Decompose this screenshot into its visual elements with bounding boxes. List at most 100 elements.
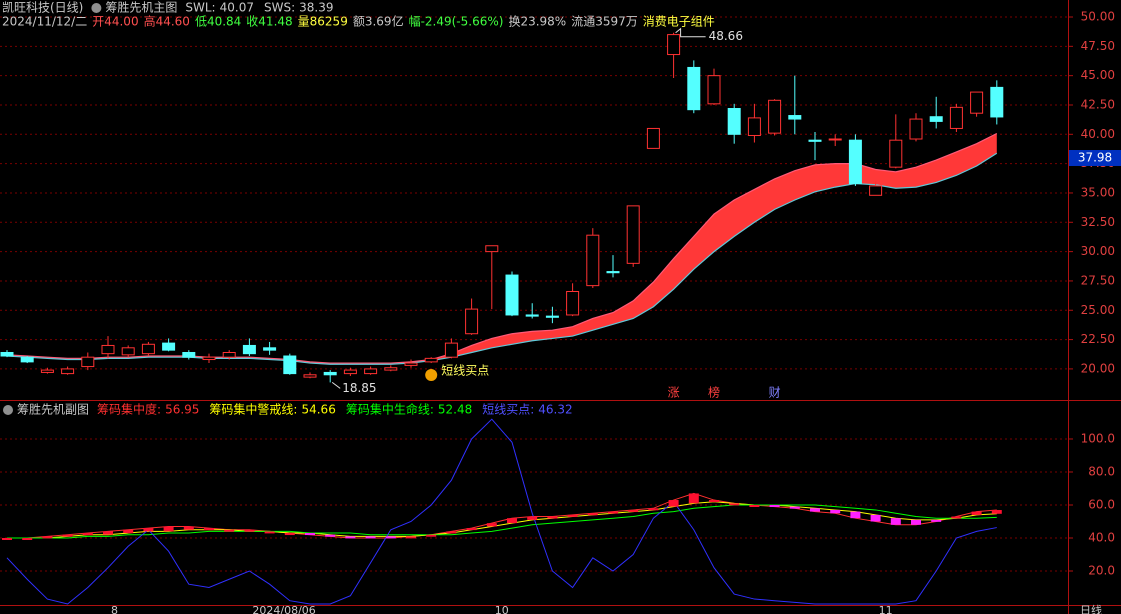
bar bbox=[668, 500, 679, 507]
y-tick-label: 22.50 bbox=[1081, 332, 1115, 346]
y-tick-label: 100.0 bbox=[1081, 431, 1115, 445]
legend-value: 56.95 bbox=[165, 403, 199, 417]
candle-body bbox=[141, 343, 155, 355]
info-item: 换23.98% bbox=[508, 15, 566, 29]
y-tick-label: 40.00 bbox=[1081, 127, 1115, 141]
chart-title: 筹胜先机副图 bbox=[17, 402, 89, 417]
info-item: 低40.84 bbox=[195, 15, 241, 29]
bar bbox=[284, 533, 295, 536]
candle-body bbox=[283, 355, 297, 375]
bar bbox=[769, 504, 780, 507]
bar bbox=[890, 518, 901, 525]
bar bbox=[204, 528, 214, 531]
menu-icon bbox=[91, 3, 102, 13]
legend-value: 52.48 bbox=[438, 403, 472, 417]
y-tick-label: 32.50 bbox=[1081, 215, 1115, 229]
info-item: 幅-2.49(-5.66%) bbox=[409, 14, 504, 29]
candle-body bbox=[121, 347, 135, 356]
info-item: 额3.69亿 bbox=[353, 14, 404, 29]
y-tick-label: 20.0 bbox=[1088, 564, 1115, 578]
bar bbox=[850, 511, 861, 519]
candle-body bbox=[949, 106, 963, 129]
price-tag bbox=[1069, 150, 1121, 167]
y-tick-label: 47.50 bbox=[1081, 39, 1115, 53]
bar bbox=[325, 534, 336, 537]
bar bbox=[82, 533, 93, 536]
bar bbox=[870, 514, 881, 522]
info-item: 消费电子组件 bbox=[643, 15, 715, 29]
bar bbox=[628, 509, 639, 512]
bar bbox=[385, 536, 396, 539]
candle-body bbox=[303, 374, 317, 378]
info-item: 高44.60 bbox=[144, 14, 190, 29]
y-tick-label: 30.00 bbox=[1081, 244, 1115, 258]
bar bbox=[527, 516, 538, 520]
info-item: 量86259 bbox=[298, 15, 348, 29]
bar bbox=[729, 503, 740, 506]
candle-body bbox=[61, 368, 75, 375]
y-tick-label: 60.0 bbox=[1088, 497, 1115, 511]
candle-body bbox=[586, 234, 600, 287]
candle-body bbox=[20, 356, 34, 363]
leader bbox=[675, 27, 706, 38]
bar bbox=[688, 493, 699, 504]
period-label: 日线 bbox=[1080, 603, 1102, 614]
bar bbox=[466, 528, 477, 531]
series-line bbox=[6, 152, 998, 365]
candle-body bbox=[465, 308, 479, 335]
bar bbox=[709, 500, 719, 503]
bar bbox=[123, 529, 134, 534]
bar bbox=[264, 531, 275, 534]
bar bbox=[608, 511, 618, 514]
candle-body bbox=[404, 362, 418, 366]
series-line bbox=[7, 504, 997, 539]
bar bbox=[62, 534, 73, 537]
y-tick-label: 42.50 bbox=[1081, 97, 1115, 111]
price-tag-label: 37.98 bbox=[1078, 151, 1112, 165]
candle-body bbox=[485, 245, 499, 253]
low-label: 18.85 bbox=[342, 381, 376, 395]
leader bbox=[331, 382, 341, 389]
candle-body bbox=[162, 342, 176, 351]
legend-name: SWS: bbox=[264, 1, 295, 15]
y-tick-label: 25.00 bbox=[1081, 303, 1115, 317]
candle-body bbox=[182, 351, 196, 358]
candle-body bbox=[747, 117, 761, 136]
candle-body bbox=[525, 314, 539, 317]
legend-name: 短线买点: bbox=[482, 403, 534, 417]
bar bbox=[406, 536, 416, 539]
candle-body bbox=[343, 369, 357, 375]
bar bbox=[749, 504, 760, 507]
candle-body bbox=[424, 357, 438, 363]
x-tick-label: 2024/08/06 bbox=[252, 604, 315, 614]
bar bbox=[426, 534, 437, 537]
bar bbox=[547, 516, 558, 519]
bar bbox=[446, 531, 457, 534]
candle-body bbox=[848, 139, 862, 185]
bar bbox=[789, 506, 800, 509]
legend-value: 38.39 bbox=[299, 1, 333, 15]
chart-title: 凯旺科技(日线) bbox=[2, 1, 83, 15]
candle-body bbox=[727, 108, 741, 135]
candle-body bbox=[263, 347, 277, 351]
candle-body bbox=[323, 371, 337, 376]
high-label: 48.66 bbox=[709, 29, 743, 43]
bar bbox=[42, 536, 53, 539]
legend-value: 54.66 bbox=[301, 403, 335, 417]
x-tick-label: 10 bbox=[495, 604, 509, 614]
candle-body bbox=[909, 118, 923, 140]
candle-body bbox=[990, 86, 1004, 118]
legend-value: 46.32 bbox=[538, 403, 572, 417]
bar bbox=[991, 510, 1002, 514]
x-tick-label: 11 bbox=[879, 604, 893, 614]
candle-body bbox=[384, 367, 398, 371]
info-item: 收41.48 bbox=[246, 15, 292, 29]
candle-body bbox=[444, 342, 458, 358]
menu-icon bbox=[3, 405, 13, 415]
bar bbox=[365, 536, 376, 539]
bar bbox=[22, 537, 33, 540]
candle-body bbox=[828, 138, 842, 141]
candle-body bbox=[505, 274, 519, 316]
